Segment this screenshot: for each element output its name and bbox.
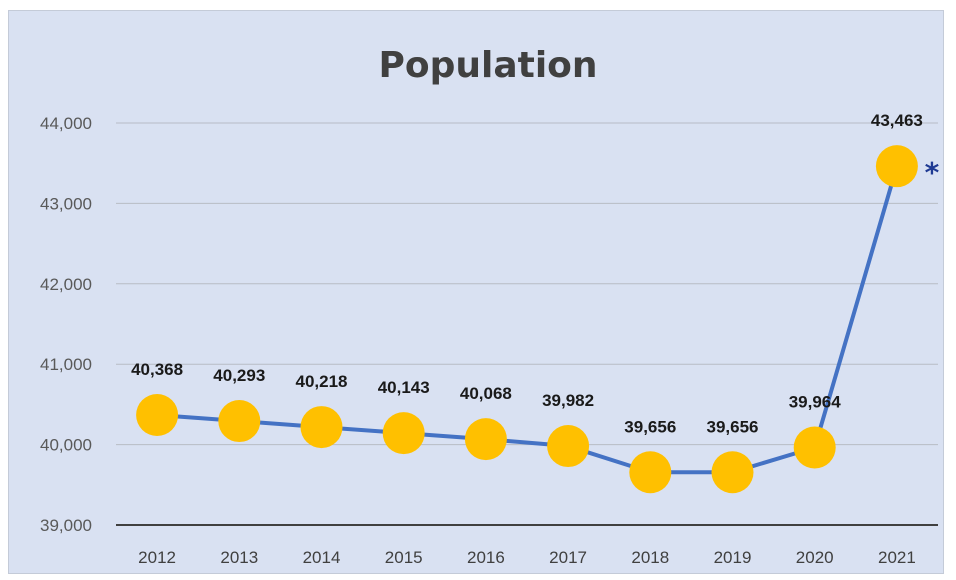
data-point-marker bbox=[875, 145, 918, 188]
data-point-marker bbox=[711, 451, 754, 494]
data-point-marker bbox=[793, 426, 836, 469]
data-label: 39,656 bbox=[624, 417, 676, 436]
data-point-marker bbox=[136, 394, 179, 437]
x-axis-ticks: 2012 2013 2014 2015 2016 2017 2018 2019 2020 2021 bbox=[138, 548, 916, 567]
chart-title: Population bbox=[378, 45, 597, 86]
x-tick-label: 2019 bbox=[714, 548, 752, 567]
series-line bbox=[156, 165, 899, 475]
y-axis-ticks: 39,000 40,000 41,000 42,000 43,000 44,000 bbox=[40, 114, 92, 535]
y-tick-label: 40,000 bbox=[40, 436, 92, 455]
y-tick-label: 39,000 bbox=[40, 516, 92, 535]
x-tick-label: 2013 bbox=[220, 548, 258, 567]
data-label: 40,218 bbox=[296, 372, 348, 391]
annotation-asterisk: * bbox=[925, 156, 940, 189]
data-point-marker bbox=[382, 412, 425, 455]
data-point-marker bbox=[629, 451, 672, 494]
x-tick-label: 2018 bbox=[631, 548, 669, 567]
data-label: 40,293 bbox=[213, 366, 265, 385]
data-label: 39,982 bbox=[542, 391, 594, 410]
y-tick-label: 44,000 bbox=[40, 114, 92, 133]
data-labels: 40,368 40,293 40,218 40,143 40,068 39,982 39,6… bbox=[131, 111, 923, 436]
y-tick-label: 43,000 bbox=[40, 194, 92, 213]
data-label: 39,964 bbox=[789, 392, 842, 411]
y-tick-label: 41,000 bbox=[40, 355, 92, 374]
x-tick-label: 2015 bbox=[385, 548, 423, 567]
data-label: 40,368 bbox=[131, 360, 183, 379]
data-point-marker bbox=[464, 418, 507, 461]
data-point-marker bbox=[300, 406, 343, 449]
x-tick-label: 2012 bbox=[138, 548, 176, 567]
data-label: 40,068 bbox=[460, 384, 512, 403]
data-label: 40,143 bbox=[378, 378, 430, 397]
x-tick-label: 2014 bbox=[303, 548, 341, 567]
population-series bbox=[136, 145, 918, 494]
x-tick-label: 2020 bbox=[796, 548, 834, 567]
x-tick-label: 2016 bbox=[467, 548, 505, 567]
x-tick-label: 2017 bbox=[549, 548, 587, 567]
data-label: 39,656 bbox=[707, 417, 759, 436]
x-tick-label: 2021 bbox=[878, 548, 916, 567]
data-point-marker bbox=[547, 425, 590, 468]
data-label: 43,463 bbox=[871, 111, 923, 130]
y-tick-label: 42,000 bbox=[40, 275, 92, 294]
data-point-marker bbox=[218, 400, 261, 443]
chart-frame bbox=[8, 10, 944, 574]
